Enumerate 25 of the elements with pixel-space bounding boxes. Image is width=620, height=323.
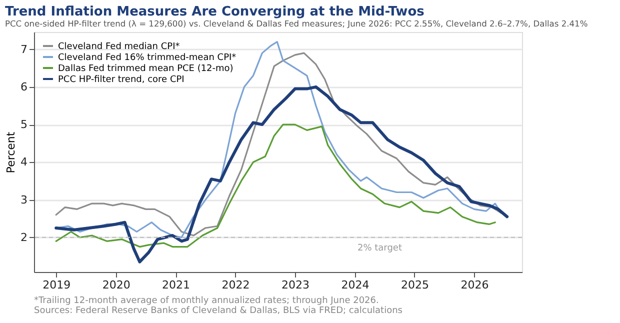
- y-tick-label: 2: [20, 230, 28, 244]
- x-tick-label: 2021: [162, 278, 190, 292]
- legend-label: PCC HP-filter trend, core CPI: [58, 75, 184, 85]
- line-series: [54, 85, 509, 264]
- legend-label: Cleveland Fed 16% trimmed-mean CPI*: [58, 53, 237, 63]
- source-note: Sources: Federal Reserve Banks of Cleveland & Dallas, BLS via FRED; calculations: [34, 306, 403, 316]
- x-tick-label: 2024: [341, 278, 370, 292]
- ref-line-label: 2% target: [357, 243, 402, 254]
- y-tick-label: 5: [20, 118, 28, 132]
- y-tick-label: 3: [20, 193, 28, 206]
- y-tick-label: 7: [20, 42, 28, 56]
- x-tick-label: 2019: [42, 278, 71, 292]
- y-axis-title: Percent: [4, 131, 18, 174]
- x-tick-label: 2020: [102, 278, 130, 292]
- x-tick-label: 2025: [400, 278, 429, 292]
- text: *Trailing 12-month average of monthly annualized rates; through June 2026.: [34, 296, 379, 306]
- chart-subtitle: PCC one-sided HP-filter trend (λ = 129,600) vs. Cleveland & Dallas Fed measures; June 2026: PCC 2.55%, Cleveland 2.6–2.7%, Dallas 2.41%: [5, 18, 588, 29]
- chart-title: Trend Inflation Measures Are Converging at the Mid-Twos: [5, 4, 425, 20]
- legend-label: Cleveland Fed median CPI*: [58, 42, 180, 52]
- y-tick-label: 6: [20, 80, 28, 94]
- x-tick-label: 2023: [282, 278, 310, 292]
- y-tick-label: 4: [20, 156, 28, 169]
- legend-label: Dallas Fed trimmed mean PCE (12-mo): [58, 64, 234, 74]
- x-tick-label: 2022: [222, 278, 250, 292]
- x-tick-label: 2026: [460, 278, 489, 292]
